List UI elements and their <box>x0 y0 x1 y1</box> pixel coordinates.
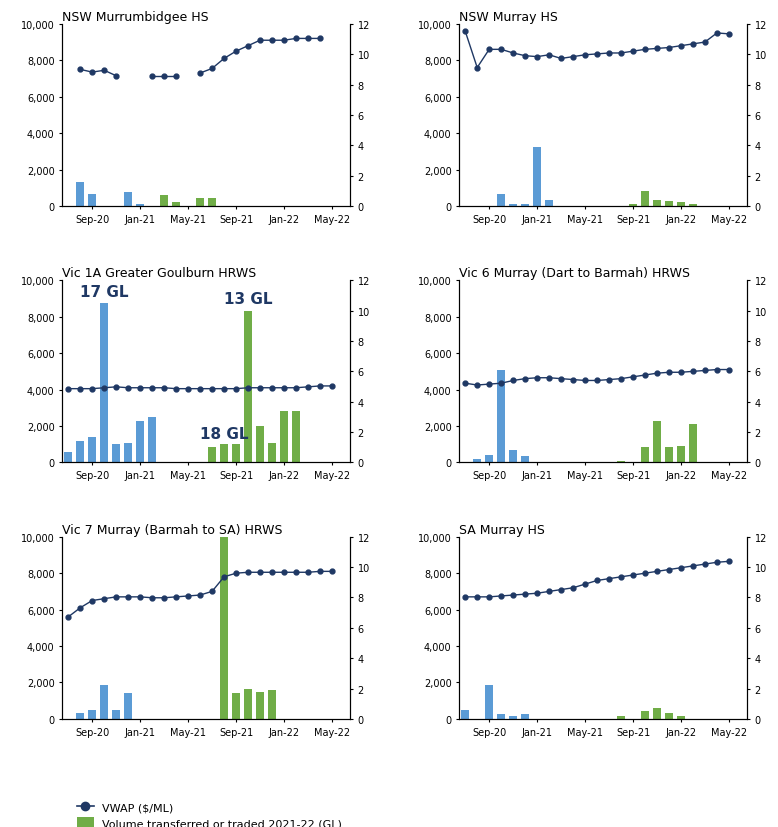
Bar <box>641 447 649 463</box>
Text: Vic 7 Murray (Barmah to SA) HRWS: Vic 7 Murray (Barmah to SA) HRWS <box>62 523 282 536</box>
Bar <box>256 427 265 463</box>
Bar <box>124 693 132 719</box>
Bar <box>664 202 673 207</box>
Text: Vic 6 Murray (Dart to Barmah) HRWS: Vic 6 Murray (Dart to Barmah) HRWS <box>459 267 690 280</box>
Bar <box>545 201 553 207</box>
Bar <box>497 194 506 207</box>
Bar <box>112 710 121 719</box>
Bar <box>677 203 685 207</box>
Bar <box>497 370 506 463</box>
Bar <box>641 711 649 719</box>
Bar <box>136 205 145 207</box>
Bar <box>148 418 156 463</box>
Bar <box>509 205 517 207</box>
Bar <box>485 686 493 719</box>
Bar <box>653 422 661 463</box>
Bar <box>521 205 529 207</box>
Bar <box>244 689 252 719</box>
Bar <box>268 443 276 463</box>
Bar <box>76 183 85 207</box>
Bar <box>461 710 469 719</box>
Bar <box>473 460 482 463</box>
Bar <box>664 447 673 463</box>
Bar <box>136 422 145 463</box>
Bar <box>76 442 85 463</box>
Legend: VWAP ($/ML), Volume transferred or traded 2021-22 (GL), Volume transferred or tr: VWAP ($/ML), Volume transferred or trade… <box>75 799 345 827</box>
Bar <box>88 437 96 463</box>
Bar <box>268 691 276 719</box>
Bar <box>689 204 697 207</box>
Bar <box>677 716 685 719</box>
Bar <box>664 713 673 719</box>
Bar <box>509 451 517 463</box>
Bar <box>208 447 216 463</box>
Bar <box>76 713 85 719</box>
Bar <box>196 199 205 207</box>
Bar <box>124 193 132 207</box>
Bar <box>112 445 121 463</box>
Bar <box>653 201 661 207</box>
Text: 13 GL: 13 GL <box>224 292 272 307</box>
Bar <box>617 461 626 463</box>
Bar <box>100 686 108 719</box>
Bar <box>292 411 300 463</box>
Text: 17 GL: 17 GL <box>80 284 128 299</box>
Bar <box>280 411 288 463</box>
Bar <box>641 192 649 207</box>
Bar <box>172 203 180 207</box>
Text: Vic 1A Greater Goulburn HRWS: Vic 1A Greater Goulburn HRWS <box>62 267 257 280</box>
Bar <box>220 446 228 719</box>
Bar <box>64 452 72 463</box>
Bar <box>124 443 132 463</box>
Text: SA Murray HS: SA Murray HS <box>459 523 545 536</box>
Bar <box>521 457 529 463</box>
Bar <box>220 445 228 463</box>
Bar <box>208 199 216 207</box>
Text: NSW Murrumbidgee HS: NSW Murrumbidgee HS <box>62 11 209 24</box>
Bar <box>653 709 661 719</box>
Bar <box>677 447 685 463</box>
Bar <box>88 710 96 719</box>
Bar <box>485 456 493 463</box>
Bar <box>521 715 529 719</box>
Bar <box>100 304 108 463</box>
Bar <box>244 311 252 463</box>
Bar <box>232 445 240 463</box>
Bar <box>629 205 637 207</box>
Text: 18 GL: 18 GL <box>200 427 248 442</box>
Bar <box>497 715 506 719</box>
Bar <box>256 691 265 719</box>
Bar <box>689 425 697 463</box>
Text: NSW Murray HS: NSW Murray HS <box>459 11 558 24</box>
Bar <box>88 194 96 207</box>
Bar <box>232 693 240 719</box>
Bar <box>617 716 626 719</box>
Bar <box>509 716 517 719</box>
Bar <box>160 196 168 207</box>
Bar <box>533 147 541 207</box>
